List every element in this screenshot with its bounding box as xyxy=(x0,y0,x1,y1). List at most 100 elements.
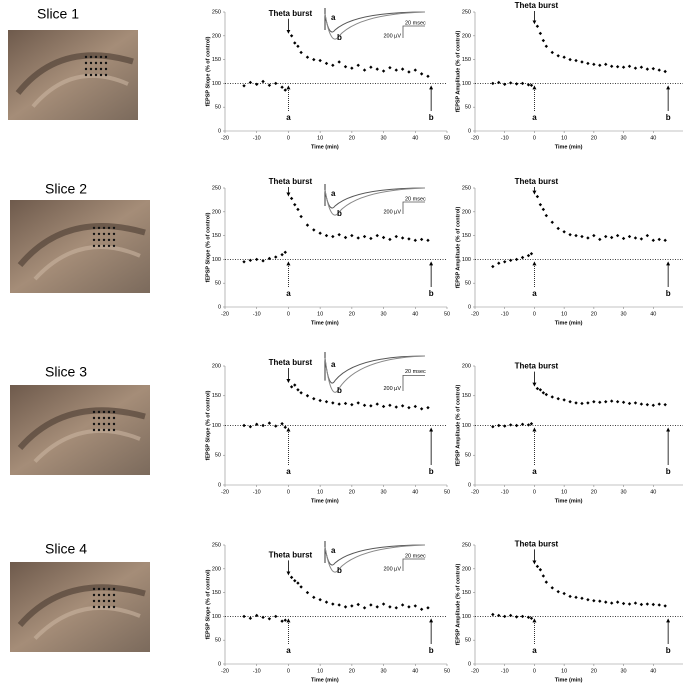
data-point xyxy=(369,404,373,408)
data-point xyxy=(337,402,341,406)
data-point xyxy=(331,234,335,239)
y-tick-label: 250 xyxy=(462,9,471,15)
data-point xyxy=(362,403,367,407)
data-point xyxy=(369,65,373,69)
annotation: a xyxy=(286,113,291,122)
electrode xyxy=(84,55,88,59)
data-point xyxy=(535,24,540,28)
y-tick-label: 0 xyxy=(468,304,471,310)
x-tick-label: -20 xyxy=(471,489,479,495)
x-tick-label: 40 xyxy=(650,489,656,495)
y-tick-label: 150 xyxy=(212,57,221,63)
y-tick-label: 150 xyxy=(462,590,471,596)
chart: 0 50 100 150 200 250 -20 -10 0 10 20 30 40 Time (min)… xyxy=(455,540,683,683)
data-point xyxy=(592,400,596,404)
data-point xyxy=(526,253,531,258)
x-tick-label: 10 xyxy=(561,135,567,141)
data-point xyxy=(426,74,430,78)
chart: 0 50 100 150 200 -20 -10 0 10 20 30 40 Time (min) fEP… xyxy=(455,362,683,504)
electrode xyxy=(89,55,93,59)
scale-label: 200 µV xyxy=(383,386,401,392)
data-point xyxy=(508,81,513,85)
data-point xyxy=(604,600,608,604)
data-point xyxy=(261,615,265,620)
data-point xyxy=(529,616,534,621)
electrode xyxy=(94,55,98,59)
data-point xyxy=(609,399,614,403)
data-point xyxy=(526,615,531,620)
data-point xyxy=(394,405,398,409)
data-point xyxy=(645,402,650,407)
trace-label: b xyxy=(337,566,342,575)
data-point xyxy=(568,57,572,62)
x-tick-label: 40 xyxy=(650,135,656,141)
x-tick-label: 40 xyxy=(650,668,656,674)
tissue-band xyxy=(33,428,141,463)
data-point xyxy=(267,421,272,425)
x-tick-label: 30 xyxy=(381,668,387,674)
electrode xyxy=(107,410,111,414)
data-point xyxy=(627,64,632,68)
electrode xyxy=(102,428,106,432)
data-point xyxy=(407,70,411,74)
tissue-band xyxy=(33,605,141,640)
x-tick-label: 10 xyxy=(317,311,323,317)
electrode xyxy=(97,416,101,420)
data-point xyxy=(651,602,655,607)
data-point xyxy=(324,61,329,66)
tissue-band xyxy=(17,407,146,450)
data-point xyxy=(413,68,417,72)
electrode xyxy=(97,587,101,591)
data-point xyxy=(562,230,566,234)
x-tick-label: -10 xyxy=(253,668,261,674)
data-point xyxy=(318,58,322,63)
data-point xyxy=(497,613,501,618)
data-point xyxy=(520,81,525,86)
annotation: Theta burst xyxy=(515,1,559,10)
x-tick-label: 10 xyxy=(561,489,567,495)
data-point xyxy=(586,401,590,405)
data-point xyxy=(289,385,294,389)
data-point xyxy=(318,598,322,602)
data-point xyxy=(283,425,287,429)
electrode xyxy=(92,226,96,230)
data-point xyxy=(633,601,638,605)
y-tick-label: 50 xyxy=(465,281,471,287)
annotation: b xyxy=(666,289,671,298)
x-tick-label: -20 xyxy=(471,311,479,317)
trace xyxy=(324,11,426,40)
data-point xyxy=(544,213,549,218)
data-point xyxy=(503,424,507,428)
electrode xyxy=(102,238,106,242)
data-point xyxy=(657,402,661,406)
y-tick-label: 150 xyxy=(212,590,221,596)
x-tick-label: -20 xyxy=(221,668,229,674)
x-tick-label: -20 xyxy=(221,489,229,495)
annotation: Theta burst xyxy=(269,550,313,559)
y-tick-label: 100 xyxy=(462,81,471,87)
electrode xyxy=(84,73,88,77)
electrode xyxy=(97,226,101,230)
data-point xyxy=(337,603,341,607)
y-tick-label: 200 xyxy=(212,363,221,369)
x-tick-label: -10 xyxy=(253,311,261,317)
electrode xyxy=(92,416,96,420)
y-axis-label: fEPSP Amplitude (% of control) xyxy=(455,564,461,646)
data-point xyxy=(535,564,540,569)
data-point xyxy=(633,236,638,240)
data-point xyxy=(426,405,430,410)
data-point xyxy=(568,232,572,237)
trace-label: b xyxy=(337,386,342,395)
slice-label: Slice 3 xyxy=(45,364,87,380)
data-point xyxy=(375,67,379,71)
data-point xyxy=(535,194,540,199)
scale-bar xyxy=(402,375,425,391)
slice-label: Slice 2 xyxy=(45,181,87,197)
data-point xyxy=(296,44,300,48)
data-point xyxy=(508,423,513,427)
x-tick-label: 20 xyxy=(349,668,355,674)
x-tick-label: -20 xyxy=(221,135,229,141)
data-point xyxy=(627,602,632,606)
y-tick-label: 250 xyxy=(212,185,221,191)
